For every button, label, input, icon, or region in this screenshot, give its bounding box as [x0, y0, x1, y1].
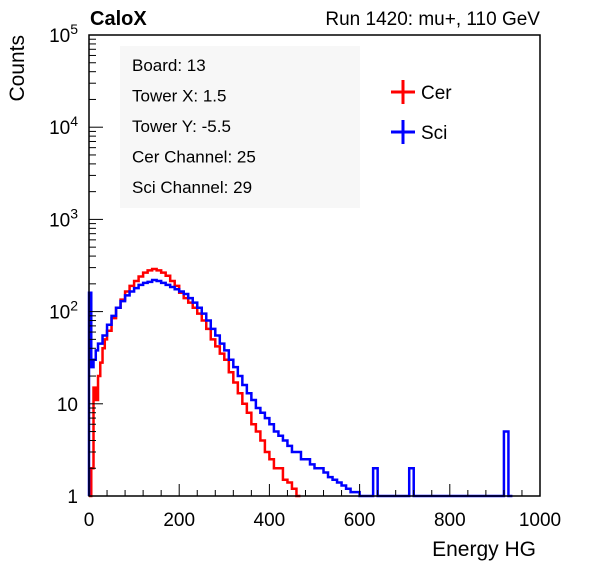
- info-line: Sci Channel: 29: [132, 178, 252, 197]
- info-line: Tower X: 1.5: [132, 87, 227, 106]
- y-tick-label: 1: [67, 487, 78, 508]
- x-tick-label: 800: [434, 510, 466, 531]
- info-line: Board: 13: [132, 56, 206, 75]
- series-cer-line: [89, 267, 301, 498]
- run-info-label: Run 1420: mu+, 110 GeV: [325, 9, 540, 30]
- y-tick-label: 103: [49, 205, 78, 231]
- info-line: Tower Y: -5.5: [132, 117, 231, 136]
- info-box: [120, 46, 360, 208]
- y-tick-label: 105: [49, 21, 78, 47]
- legend: Cer Sci: [391, 80, 452, 144]
- info-line: Cer Channel: 25: [132, 148, 256, 167]
- legend-label-cer: Cer: [421, 83, 452, 104]
- y-axis: 1 10 102 103 104 105: [49, 21, 103, 508]
- series-sci-line: [87, 278, 513, 498]
- x-tick-label: 200: [163, 510, 195, 531]
- x-tick-label: 600: [344, 510, 376, 531]
- x-tick-label: 400: [254, 510, 286, 531]
- experiment-label: CaloX: [90, 8, 147, 30]
- series-layer: [87, 267, 513, 498]
- info-box-lines: Board: 13 Tower X: 1.5 Tower Y: -5.5 Cer Ch…: [132, 56, 256, 197]
- legend-label-sci: Sci: [421, 123, 447, 144]
- y-axis-title: Counts: [6, 35, 29, 102]
- y-tick-label: 10: [57, 395, 78, 416]
- x-axis: 0 200 400 600 800 1000: [84, 484, 561, 531]
- plot-frame: [88, 34, 541, 497]
- x-tick-label: 1000: [519, 510, 561, 531]
- y-tick-label: 102: [49, 298, 78, 324]
- x-tick-label: 0: [84, 510, 95, 531]
- x-axis-title: Energy HG: [432, 538, 536, 561]
- y-tick-label: 104: [49, 113, 78, 139]
